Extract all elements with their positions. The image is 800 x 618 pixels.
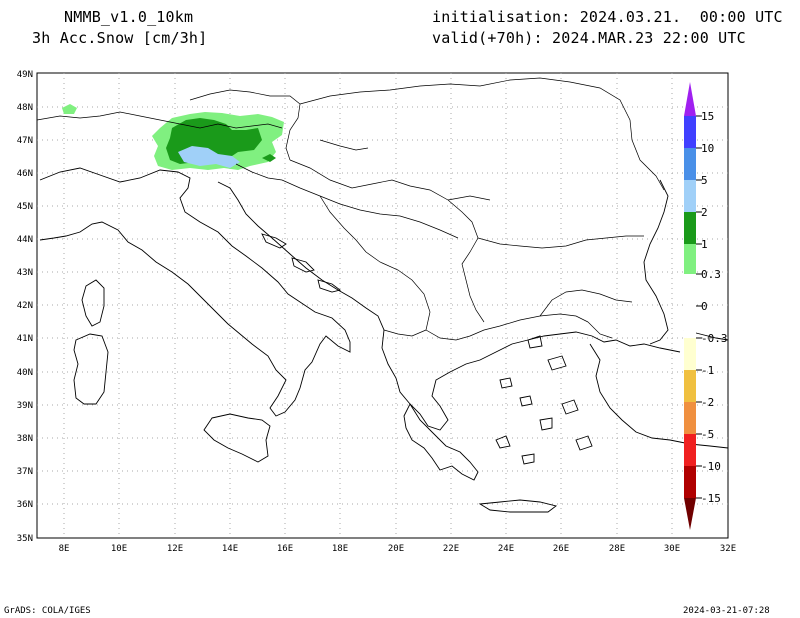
valid-time: valid(+70h): 2024.MAR.23 22:00 UTC — [432, 29, 746, 47]
model-title: NMMB_v1.0_10km — [64, 8, 194, 26]
init-time: initialisation: 2024.03.21. 00:00 UTC — [432, 8, 783, 26]
colorbar-label: 1 — [701, 238, 708, 251]
lon-tick: 20E — [388, 544, 404, 554]
colorbar-label: 0.3 — [701, 268, 721, 281]
lat-tick: 43N — [17, 268, 33, 278]
colorbar-seg-neg1 — [684, 370, 696, 402]
lat-tick: 41N — [17, 334, 33, 344]
lat-tick: 39N — [17, 401, 33, 411]
lat-tick: 37N — [17, 467, 33, 477]
coastlines — [39, 167, 729, 513]
colorbar-seg-neg10 — [684, 466, 696, 498]
gridlines — [37, 73, 728, 538]
lon-tick: 30E — [664, 544, 680, 554]
lat-tick: 36N — [17, 500, 33, 510]
colorbar-label: -0.3 — [701, 332, 728, 345]
lat-tick: 38N — [17, 434, 33, 444]
colorbar-seg-15 — [684, 116, 696, 148]
colorbar-label: 2 — [701, 206, 708, 219]
colorbar-seg-2 — [684, 212, 696, 244]
field-title: 3h Acc.Snow [cm/3h] — [32, 29, 208, 47]
lon-tick: 32E — [720, 544, 736, 554]
lon-tick: 12E — [167, 544, 183, 554]
lon-tick: 26E — [553, 544, 569, 554]
lon-tick: 18E — [332, 544, 348, 554]
colorbar-seg-neg2 — [684, 402, 696, 434]
colorbar-seg-neg03 — [684, 338, 696, 370]
borders — [36, 77, 665, 341]
colorbar-ticks — [696, 115, 702, 499]
lon-tick: 8E — [59, 544, 70, 554]
colorbar-seg-0 — [684, 274, 696, 338]
colorbar-label: -5 — [701, 428, 714, 441]
footer-credit: GrADS: COLA/IGES — [4, 606, 91, 616]
lon-tick-labels: 8E 10E 12E 14E 16E 18E 20E 22E 24E 26E 2… — [59, 544, 737, 554]
lat-tick: 42N — [17, 301, 33, 311]
lat-tick: 46N — [17, 169, 33, 179]
lon-tick: 24E — [498, 544, 514, 554]
colorbar-cap-bottom — [684, 498, 696, 530]
snow-field — [62, 104, 284, 170]
colorbar-label: -2 — [701, 396, 714, 409]
colorbar-label: 10 — [701, 142, 714, 155]
colorbar-cap-top — [684, 82, 696, 116]
footer-timestamp: 2024-03-21-07:28 — [683, 606, 770, 616]
colorbar-seg-10 — [684, 148, 696, 180]
lon-tick: 14E — [222, 544, 238, 554]
lat-tick: 44N — [17, 235, 33, 245]
colorbar-label: 15 — [701, 110, 714, 123]
colorbar-labels: 15 10 5 2 1 0.3 0 -0.3 -1 -2 -5 -10 -15 — [701, 110, 728, 505]
lat-tick: 48N — [17, 103, 33, 113]
snow-0.3-1-spot — [62, 104, 77, 114]
lon-tick: 22E — [443, 544, 459, 554]
colorbar-label: -1 — [701, 364, 714, 377]
colorbar-seg-neg5 — [684, 434, 696, 466]
lat-tick: 45N — [17, 202, 33, 212]
lat-tick: 35N — [17, 534, 33, 544]
colorbar-seg-1 — [684, 244, 696, 274]
lat-tick: 49N — [17, 70, 33, 80]
lat-tick: 40N — [17, 368, 33, 378]
lon-tick: 28E — [609, 544, 625, 554]
colorbar-seg-5 — [684, 180, 696, 212]
colorbar-label: -10 — [701, 460, 721, 473]
lat-tick: 47N — [17, 136, 33, 146]
colorbar — [684, 82, 696, 530]
snow-2-5-area — [178, 146, 240, 168]
lon-tick: 16E — [277, 544, 293, 554]
colorbar-label: 0 — [701, 300, 708, 313]
lat-tick-labels: 49N 48N 47N 46N 45N 44N 43N 42N 41N 40N … — [17, 70, 33, 544]
snow-1-2-spot — [262, 154, 276, 162]
colorbar-label: -15 — [701, 492, 721, 505]
lon-tick: 10E — [111, 544, 127, 554]
colorbar-label: 5 — [701, 174, 708, 187]
